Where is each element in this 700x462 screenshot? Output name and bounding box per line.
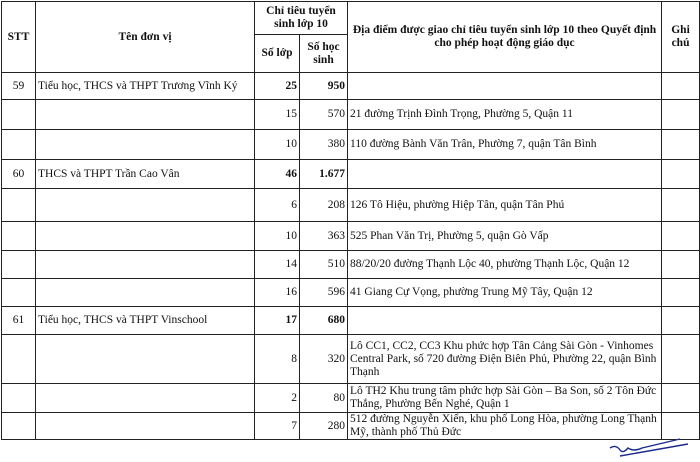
header-location: Địa điểm được giao chỉ tiêu tuyển sinh l… [347,1,663,73]
cell-classes: 6 [254,188,300,222]
cell-location [347,159,663,189]
cell-note [661,188,700,222]
cell-note [661,278,700,307]
cell-name [35,99,255,130]
cell-location: 110 đường Bành Văn Trân, Phường 7, quận … [347,129,663,160]
cell-stt [1,221,36,251]
table-row: 10 380 110 đường Bành Văn Trân, Phường 7, … [1,129,700,160]
cell-stt [1,188,36,222]
cell-students: 510 [298,250,349,279]
table-row: 16 596 41 Giang Cự Vọng, phường Trung Mỹ T… [1,278,700,307]
cell-name [35,334,255,384]
cell-students: 363 [298,221,349,251]
cell-classes: 2 [254,383,300,413]
cell-name [35,221,255,251]
cell-note [661,221,700,251]
cell-students: 320 [298,334,349,384]
table-row: 8 320 Lô CC1, CC2, CC3 Khu phức hợp Tân Cả… [1,334,700,384]
cell-location [347,306,663,335]
table-row: 15 570 21 đường Trịnh Đình Trọng, Phường 5… [1,99,700,130]
cell-name: Tiểu học, THCS và THPT Vinschool [35,306,255,335]
cell-note [661,250,700,279]
table-row: 6 208 126 Tô Hiệu, phường Hiệp Tân, quận T… [1,188,700,222]
cell-stt [1,412,36,440]
cell-stt [1,383,36,413]
cell-classes: 10 [254,221,300,251]
cell-name [35,383,255,413]
cell-note [661,129,700,160]
table-row: 10 363 525 Phan Văn Trị, Phường 5, quận Gò… [1,221,700,251]
cell-note [661,334,700,384]
cell-name: THCS và THPT Trần Cao Vân [35,159,255,189]
header-quota: Chỉ tiêu tuyển sinh lớp 10 [253,1,349,35]
cell-students: 280 [298,412,349,440]
cell-note [661,412,700,440]
cell-classes: 8 [254,334,300,384]
cell-location: 512 đường Nguyễn Xiển, khu phố Long Hòa,… [347,412,663,440]
cell-location [347,72,663,100]
table-row: 59 Tiểu học, THCS và THPT Trương Vĩnh Ký 2… [1,72,700,100]
table-row: 61 Tiểu học, THCS và THPT Vinschool 17 680 [1,306,700,335]
cell-classes: 14 [254,250,300,279]
header-students: Số học sinh [298,34,349,73]
cell-students: 680 [298,306,349,335]
cell-classes: 17 [254,306,300,335]
cell-classes: 7 [254,412,300,440]
cell-note [661,383,700,413]
header-name: Tên đơn vị [35,1,255,73]
cell-classes: 10 [254,129,300,160]
signature-mark [609,438,689,457]
cell-location: 21 đường Trịnh Đình Trọng, Phường 5, Quậ… [347,99,663,130]
cell-name: Tiểu học, THCS và THPT Trương Vĩnh Ký [35,72,255,100]
cell-classes: 16 [254,278,300,307]
table-row: 2 80 Lô TH2 Khu trung tâm phức hợp Sài Gòn… [1,383,700,413]
quota-table: STT Tên đơn vị Chỉ tiêu tuyển sinh lớp 1… [1,1,700,440]
cell-classes: 46 [254,159,300,189]
cell-stt [1,129,36,160]
cell-name [35,278,255,307]
cell-note [661,99,700,130]
cell-stt [1,278,36,307]
cell-stt: 59 [1,72,36,100]
cell-name [35,250,255,279]
cell-location: Lô CC1, CC2, CC3 Khu phức hợp Tân Cảng S… [347,334,663,384]
cell-name [35,188,255,222]
cell-note [661,72,700,100]
cell-students: 80 [298,383,349,413]
header-note: Ghi chú [661,1,700,73]
cell-students: 570 [298,99,349,130]
cell-stt [1,99,36,130]
cell-note [661,306,700,335]
cell-students: 596 [298,278,349,307]
header-stt: STT [1,1,36,73]
cell-students: 208 [298,188,349,222]
cell-location: 88/20/20 đường Thạnh Lộc 40, phường Thạn… [347,250,663,279]
cell-location: 525 Phan Văn Trị, Phường 5, quận Gò Vấp [347,221,663,251]
cell-stt [1,334,36,384]
cell-stt [1,250,36,279]
cell-stt: 61 [1,306,36,335]
cell-classes: 15 [254,99,300,130]
cell-location: Lô TH2 Khu trung tâm phức hợp Sài Gòn – … [347,383,663,413]
cell-stt: 60 [1,159,36,189]
cell-name [35,412,255,440]
table-row: 7 280 512 đường Nguyễn Xiển, khu phố Long … [1,412,700,440]
cell-location: 126 Tô Hiệu, phường Hiệp Tân, quận Tân P… [347,188,663,222]
table-row: 14 510 88/20/20 đường Thạnh Lộc 40, phường… [1,250,700,279]
cell-students: 1.677 [298,159,349,189]
cell-students: 380 [298,129,349,160]
header-classes: Số lớp [254,34,300,73]
table-row: 60 THCS và THPT Trần Cao Vân 46 1.677 [1,159,700,189]
cell-name [35,129,255,160]
cell-classes: 25 [254,72,300,100]
cell-location: 41 Giang Cự Vọng, phường Trung Mỹ Tây, Q… [347,278,663,307]
cell-note [661,159,700,189]
cell-students: 950 [298,72,349,100]
